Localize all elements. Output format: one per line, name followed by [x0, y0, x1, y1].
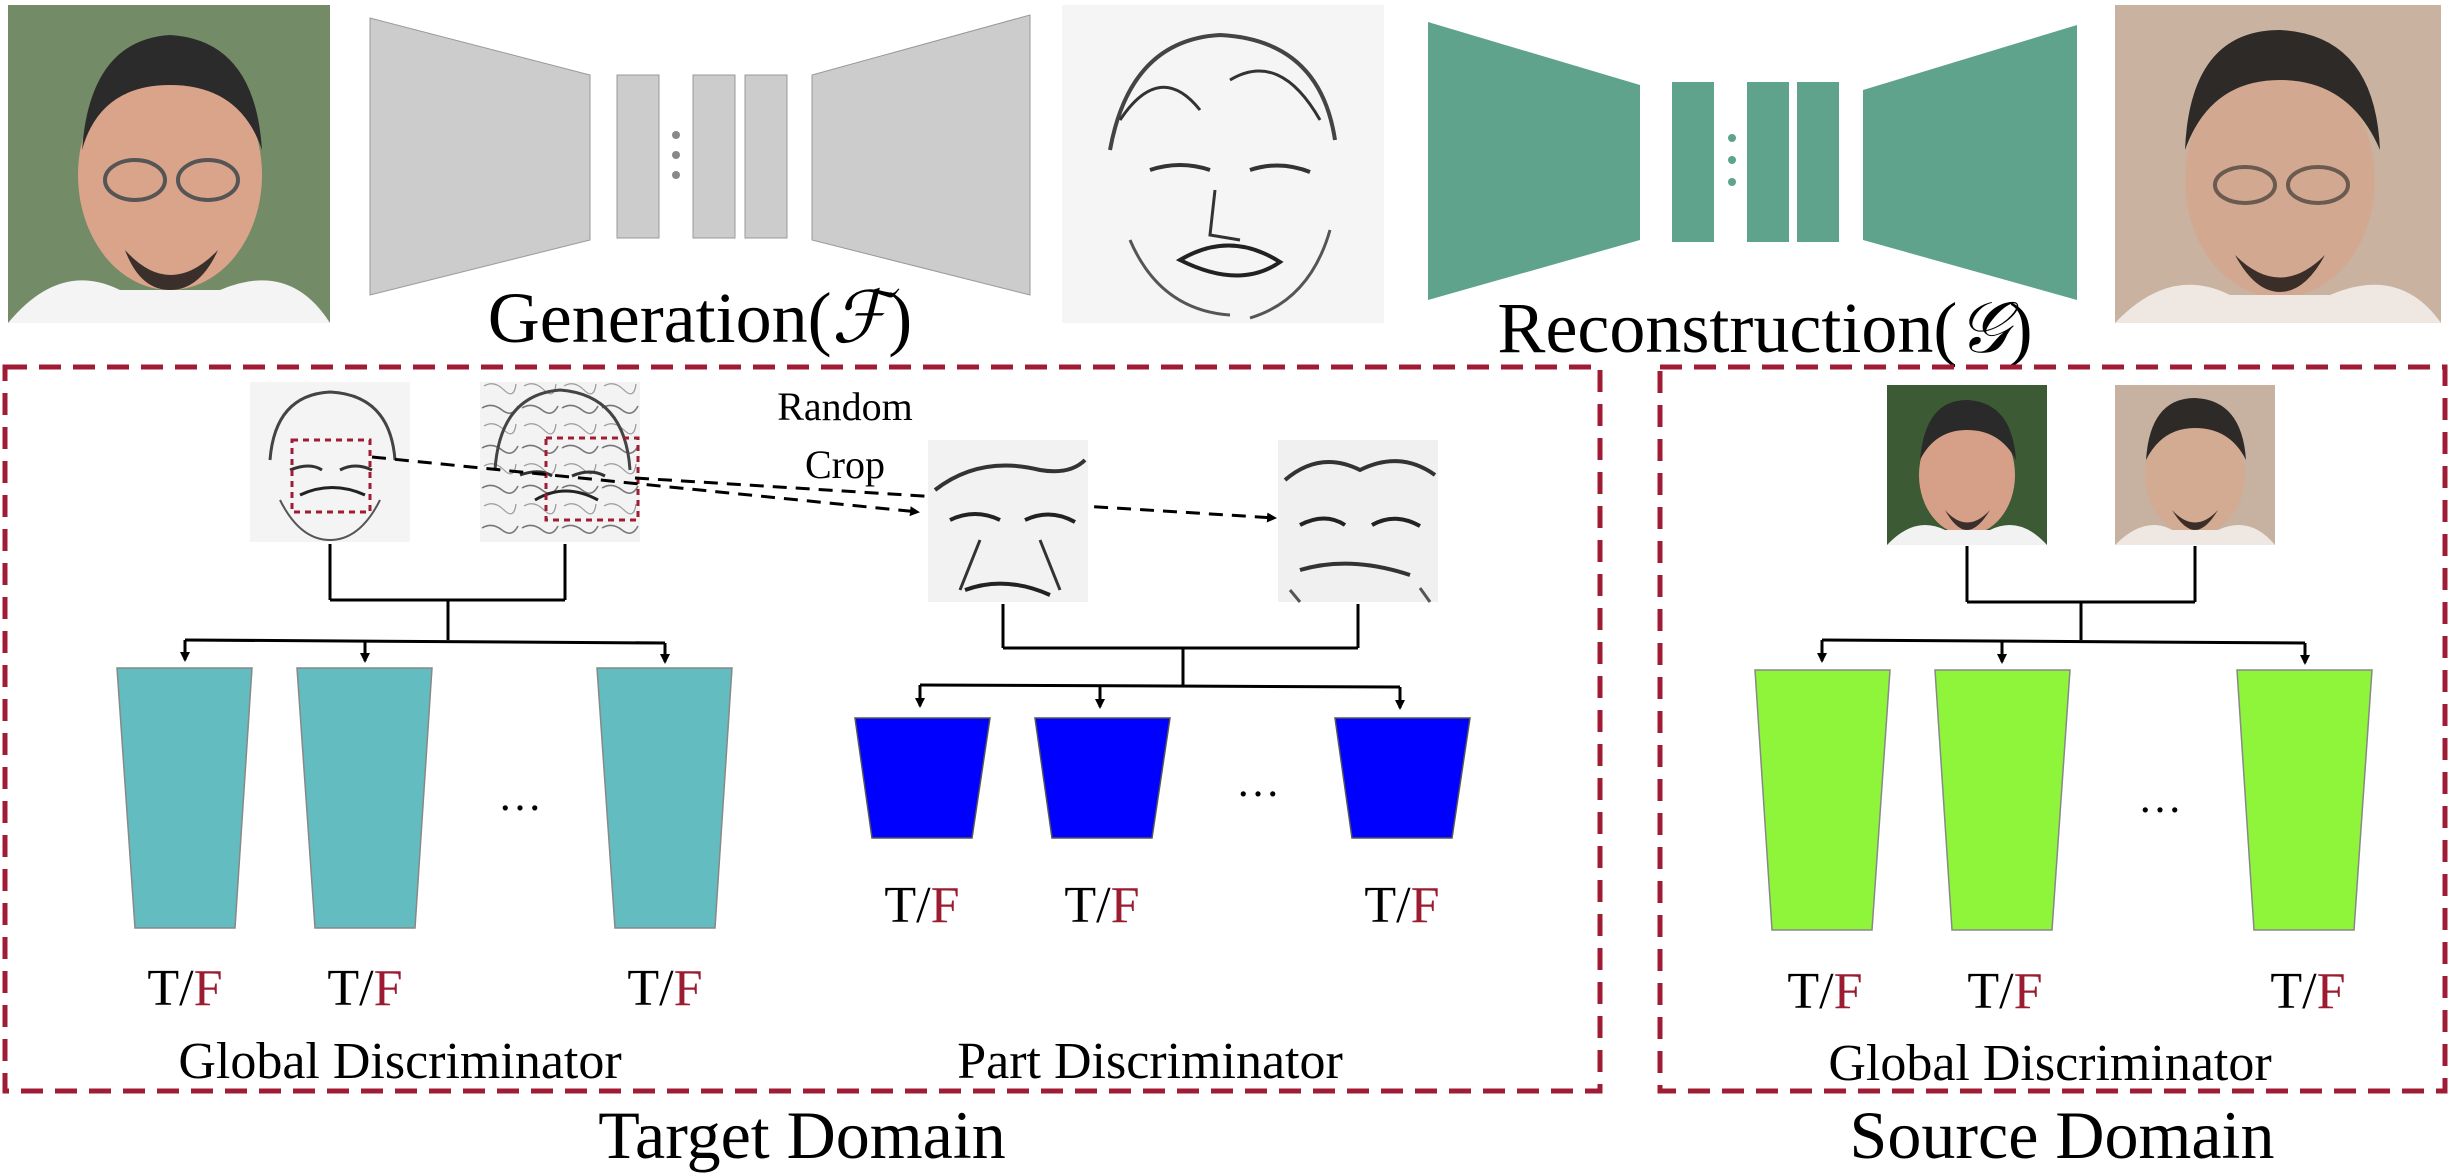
sketch-sample-1	[250, 382, 410, 542]
reconstruction-network	[1428, 22, 2077, 300]
tf-label: T/F	[627, 960, 702, 1017]
tf-label: T/F	[1787, 963, 1862, 1020]
tf-label: T/F	[1364, 877, 1439, 934]
target-domain-box	[2, 364, 1603, 1094]
input-photo	[8, 5, 330, 323]
generator-network	[369, 14, 1031, 296]
source-photo-2	[2115, 385, 2275, 545]
part-ellipsis: …	[1236, 757, 1280, 806]
generation-label: Generation(ℱ)	[488, 278, 912, 358]
source-global-connectors	[1817, 546, 2310, 665]
cropped-part-2	[1278, 440, 1438, 603]
reconstruction-label: Reconstruction(𝒢)	[1497, 288, 2032, 368]
random-crop-line2: Crop	[805, 442, 885, 487]
cropped-part-1	[928, 440, 1088, 602]
source-global-discriminator-2	[1934, 669, 2071, 931]
global-discriminator-3	[596, 667, 733, 929]
source-domain-label: Source Domain	[1850, 1097, 2275, 1173]
tf-label: T/F	[1967, 963, 2042, 1020]
reconstructed-photo	[2115, 5, 2441, 323]
part-discriminator-3	[1334, 717, 1471, 839]
target-domain-label: Target Domain	[598, 1097, 1006, 1173]
tf-label: T/F	[1064, 877, 1139, 934]
part-discriminator-label: Part Discriminator	[957, 1033, 1343, 1090]
tf-label: T/F	[2270, 963, 2345, 1020]
global-discriminator-1	[116, 667, 253, 929]
source-domain-box	[1657, 364, 2448, 1094]
source-global-discriminator-label: Global Discriminator	[1828, 1035, 2271, 1092]
tf-label: T/F	[147, 960, 222, 1017]
target-global-ellipsis: …	[498, 771, 542, 820]
source-global-ellipsis: …	[2138, 773, 2182, 822]
target-global-connectors	[180, 544, 670, 664]
global-discriminator-2	[296, 667, 433, 929]
part-connectors	[915, 604, 1405, 710]
source-global-discriminator-1	[1754, 669, 1891, 931]
tf-label: T/F	[884, 877, 959, 934]
source-global-discriminator-3	[2236, 669, 2373, 931]
random-crop-line1: Random	[777, 384, 913, 429]
part-discriminator-1	[854, 717, 991, 839]
sketch-sample-2	[480, 382, 640, 542]
tf-label: T/F	[327, 960, 402, 1017]
target-global-discriminator-label: Global Discriminator	[178, 1033, 621, 1090]
generated-sketch	[1062, 5, 1384, 323]
source-photo-1	[1887, 385, 2047, 545]
crop-arrow-2	[634, 476, 1277, 523]
part-discriminator-2	[1034, 717, 1171, 839]
